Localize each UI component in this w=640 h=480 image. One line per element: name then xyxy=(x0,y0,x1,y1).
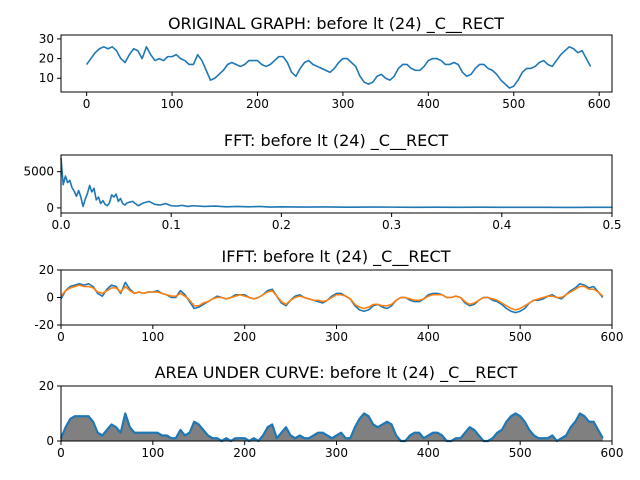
x-tick-label-0-6: 600 xyxy=(588,97,611,111)
y-tick-label-3-0: 0 xyxy=(46,434,54,448)
x-tick-label-0-1: 100 xyxy=(161,97,184,111)
subplot-ifft: IFFT: before lt (24) _C__RECT 0 100 200 300… xyxy=(34,247,623,344)
y-tick-label-3-1: 20 xyxy=(39,379,54,393)
subplot-fft: FFT: before lt (24) _C__RECT 0.0 0.1 0.2 0.… xyxy=(23,131,621,232)
title-ifft: IFFT: before lt (24) _C__RECT xyxy=(222,247,451,267)
area-fill-3-0 xyxy=(61,413,603,441)
subplot-original-graph: ORIGINAL GRAPH: before lt (24) _C__RECT … xyxy=(39,14,613,111)
x-tick-label-0-2: 200 xyxy=(246,97,269,111)
series-line-1-0 xyxy=(60,157,613,209)
x-tick-label-2-5: 500 xyxy=(509,330,532,344)
x-tick-label-3-6: 600 xyxy=(601,446,624,460)
y-tick-label-1-0: 0 xyxy=(46,201,54,215)
series-line-0-0 xyxy=(85,45,592,89)
x-tick-label-0-0: 0 xyxy=(83,97,91,111)
x-tick-label-3-4: 400 xyxy=(417,446,440,460)
y-tick-label-2-1: 0 xyxy=(46,291,54,305)
x-tick-label-3-3: 300 xyxy=(325,446,348,460)
title-fft: FFT: before lt (24) _C__RECT xyxy=(224,131,449,151)
x-tick-label-2-6: 600 xyxy=(601,330,624,344)
title-area-under-curve: AREA UNDER CURVE: before lt (24) _C__REC… xyxy=(155,363,518,383)
x-tick-label-1-2: 0.2 xyxy=(272,218,291,232)
x-tick-label-0-5: 500 xyxy=(502,97,525,111)
x-tick-label-1-1: 0.1 xyxy=(162,218,181,232)
x-tick-label-0-4: 400 xyxy=(417,97,440,111)
series-line-3-0 xyxy=(59,412,604,443)
x-tick-label-1-0: 0.0 xyxy=(51,218,70,232)
y-tick-label-2-2: 20 xyxy=(39,263,54,277)
x-tick-label-3-2: 200 xyxy=(233,446,256,460)
x-tick-label-3-5: 500 xyxy=(509,446,532,460)
subplot-area-under-curve: AREA UNDER CURVE: before lt (24) _C__REC… xyxy=(39,363,624,460)
y-tick-label-0-0: 10 xyxy=(39,71,54,85)
x-tick-label-2-2: 200 xyxy=(233,330,256,344)
y-tick-label-0-2: 30 xyxy=(39,32,54,46)
x-tick-label-2-0: 0 xyxy=(57,330,65,344)
y-tick-label-0-1: 20 xyxy=(39,52,54,66)
x-tick-label-0-3: 300 xyxy=(331,97,354,111)
y-tick-label-1-1: 5000 xyxy=(23,165,54,179)
x-tick-label-3-0: 0 xyxy=(57,446,65,460)
x-tick-label-1-4: 0.4 xyxy=(492,218,511,232)
x-tick-label-1-5: 0.5 xyxy=(602,218,621,232)
x-tick-label-3-1: 100 xyxy=(141,446,164,460)
axes-frame-0 xyxy=(60,34,613,93)
x-tick-label-2-4: 400 xyxy=(417,330,440,344)
x-tick-label-1-3: 0.3 xyxy=(382,218,401,232)
axes-frame-1 xyxy=(60,154,613,214)
y-tick-label-2-0: -20 xyxy=(34,318,54,332)
series-line-2-1 xyxy=(60,284,604,311)
x-tick-label-2-1: 100 xyxy=(141,330,164,344)
x-tick-label-2-3: 300 xyxy=(325,330,348,344)
title-original-graph: ORIGINAL GRAPH: before lt (24) _C__RECT xyxy=(168,14,504,34)
